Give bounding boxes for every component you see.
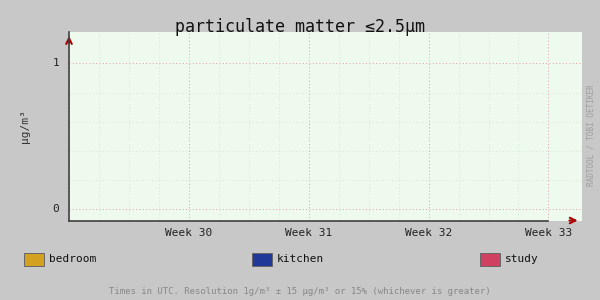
Text: 1: 1 — [53, 58, 59, 68]
Text: study: study — [505, 254, 539, 265]
Text: Week 32: Week 32 — [405, 229, 452, 238]
Text: μg/m³: μg/m³ — [20, 109, 31, 143]
Text: RADTOOL / TOBI OETIKER: RADTOOL / TOBI OETIKER — [587, 84, 595, 186]
Text: Week 33: Week 33 — [525, 229, 572, 238]
Text: Times in UTC. Resolution 1g/m³ ± 15 μg/m³ or 15% (whichever is greater): Times in UTC. Resolution 1g/m³ ± 15 μg/m… — [109, 287, 491, 296]
Text: Week 30: Week 30 — [165, 229, 212, 238]
Text: particulate matter ≤2.5μm: particulate matter ≤2.5μm — [175, 18, 425, 36]
Text: Week 31: Week 31 — [285, 229, 332, 238]
Text: bedroom: bedroom — [49, 254, 97, 265]
Text: 0: 0 — [53, 204, 59, 214]
Text: kitchen: kitchen — [277, 254, 325, 265]
